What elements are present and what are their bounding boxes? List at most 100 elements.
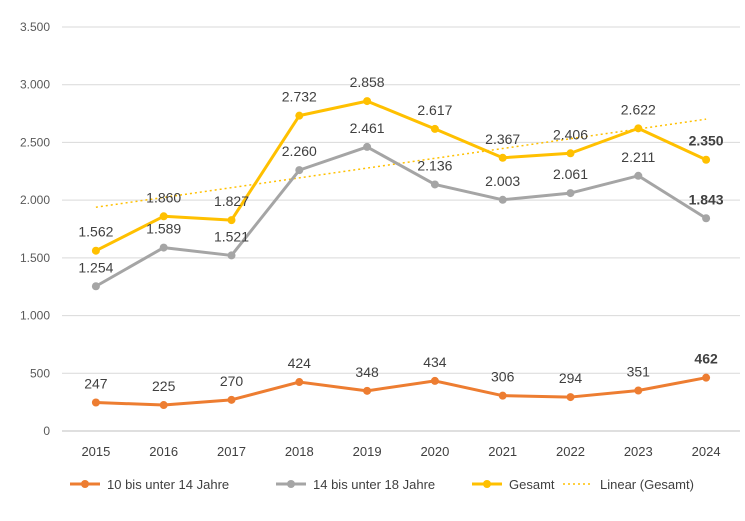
data-label: 348 <box>355 364 379 380</box>
data-point <box>702 155 711 164</box>
data-label: 434 <box>423 354 447 370</box>
data-label: 294 <box>559 370 583 386</box>
legend-swatch-marker <box>81 480 89 488</box>
data-point <box>295 166 304 175</box>
series-line <box>94 99 708 253</box>
data-point <box>702 214 711 223</box>
y-tick-label: 1.500 <box>20 251 50 265</box>
data-label: 2.732 <box>282 89 317 105</box>
series-lines <box>91 97 711 410</box>
y-tick-label: 2.000 <box>20 193 50 207</box>
data-point <box>498 153 507 162</box>
data-label: 424 <box>288 355 312 371</box>
y-axis-tick-labels: 0 500 1.000 1.500 2.000 2.500 3.000 3.500 <box>20 20 50 438</box>
data-point <box>295 378 304 387</box>
data-label: 1.254 <box>78 259 113 275</box>
trendline-linear-gesamt <box>95 118 707 208</box>
legend-item: 10 bis unter 14 Jahre <box>70 477 229 492</box>
data-point <box>566 149 575 158</box>
data-label: 2.350 <box>689 133 724 149</box>
data-label: 2.003 <box>485 173 520 189</box>
y-tick-label: 0 <box>43 424 50 438</box>
data-label: 2.858 <box>350 74 385 90</box>
x-tick-label: 2020 <box>420 444 449 459</box>
data-label: 2.461 <box>350 120 385 136</box>
gridlines <box>62 26 740 432</box>
y-tick-label: 2.500 <box>20 135 50 149</box>
y-tick-label: 1.000 <box>20 309 50 323</box>
data-point <box>702 373 711 382</box>
data-label: 351 <box>627 363 651 379</box>
data-label: 2.367 <box>485 131 520 147</box>
data-point <box>430 376 439 385</box>
data-label: 1.562 <box>78 224 113 240</box>
trendline <box>95 118 707 208</box>
legend-label: Gesamt <box>509 477 555 492</box>
data-labels: 247 225 270 424 348 434 306 294 351 462 1.254 1.589… <box>78 74 723 394</box>
data-point <box>430 180 439 189</box>
data-label: 247 <box>84 375 108 391</box>
data-point <box>498 195 507 204</box>
data-label: 462 <box>694 351 718 367</box>
data-point <box>91 398 100 407</box>
data-point <box>634 386 643 395</box>
data-point <box>634 171 643 180</box>
data-label: 1.521 <box>214 228 249 244</box>
data-point <box>363 386 372 395</box>
y-tick-label: 3.500 <box>20 20 50 34</box>
data-point <box>159 212 168 221</box>
data-point <box>363 97 372 106</box>
data-label: 2.260 <box>282 143 317 159</box>
x-tick-label: 2019 <box>353 444 382 459</box>
y-tick-label: 3.000 <box>20 78 50 92</box>
series-line <box>94 376 708 407</box>
data-label: 1.827 <box>214 193 249 209</box>
legend-label: 14 bis unter 18 Jahre <box>313 477 435 492</box>
legend-swatch-marker <box>287 480 295 488</box>
data-label: 225 <box>152 378 176 394</box>
x-tick-label: 2017 <box>217 444 246 459</box>
legend-item: Gesamt <box>472 477 555 492</box>
data-label: 2.136 <box>417 157 452 173</box>
data-label: 1.589 <box>146 221 181 237</box>
x-tick-label: 2022 <box>556 444 585 459</box>
legend-label: 10 bis unter 14 Jahre <box>107 477 229 492</box>
data-label: 2.061 <box>553 166 588 182</box>
data-label: 2.617 <box>417 102 452 118</box>
data-label: 270 <box>220 373 244 389</box>
data-point <box>91 282 100 291</box>
y-tick-label: 500 <box>30 366 50 380</box>
data-point <box>159 401 168 410</box>
data-label: 306 <box>491 369 515 385</box>
x-axis-tick-labels: 2015 2016 2017 2018 2019 2020 2021 2022 2023 2024 <box>81 444 720 459</box>
x-tick-label: 2023 <box>624 444 653 459</box>
data-label: 2.622 <box>621 101 656 117</box>
data-point <box>566 189 575 198</box>
legend-item: 14 bis unter 18 Jahre <box>276 477 435 492</box>
data-point <box>159 243 168 252</box>
data-point <box>430 124 439 133</box>
data-point <box>566 393 575 402</box>
data-point <box>295 111 304 120</box>
data-point <box>227 216 236 225</box>
legend-label: Linear (Gesamt) <box>600 477 694 492</box>
data-point <box>634 124 643 133</box>
data-point <box>91 246 100 255</box>
data-label: 2.211 <box>621 149 655 165</box>
x-tick-label: 2024 <box>692 444 721 459</box>
data-point <box>498 391 507 400</box>
series-line <box>94 145 708 288</box>
legend-item: Linear (Gesamt) <box>563 477 694 492</box>
data-point <box>227 251 236 260</box>
data-label: 2.406 <box>553 126 588 142</box>
x-tick-label: 2021 <box>488 444 517 459</box>
legend: 10 bis unter 14 Jahre 14 bis unter 18 Jah… <box>70 477 694 492</box>
data-label: 1.843 <box>689 191 724 207</box>
x-tick-label: 2015 <box>81 444 110 459</box>
data-label: 1.860 <box>146 189 181 205</box>
data-point <box>363 142 372 151</box>
x-tick-label: 2016 <box>149 444 178 459</box>
data-point <box>227 395 236 404</box>
legend-swatch-marker <box>483 480 491 488</box>
